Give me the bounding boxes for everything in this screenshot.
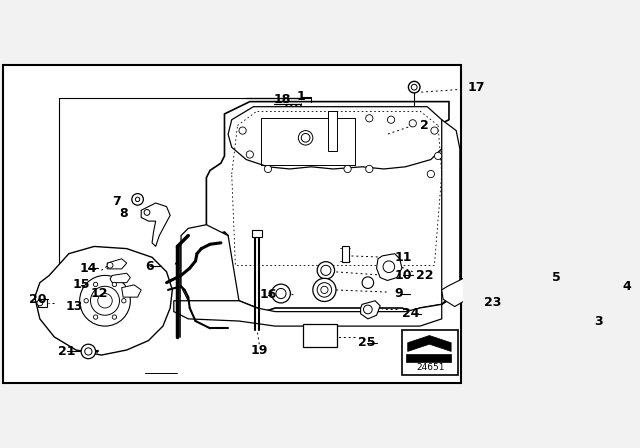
Circle shape bbox=[435, 152, 442, 159]
Text: 8: 8 bbox=[120, 207, 128, 220]
Circle shape bbox=[84, 298, 88, 303]
Circle shape bbox=[136, 197, 140, 202]
Polygon shape bbox=[110, 273, 131, 283]
Circle shape bbox=[428, 170, 435, 178]
Text: 3: 3 bbox=[594, 314, 602, 327]
Polygon shape bbox=[181, 225, 239, 301]
Circle shape bbox=[313, 278, 336, 302]
Bar bbox=[406, 354, 451, 362]
Text: 22: 22 bbox=[417, 269, 434, 282]
Circle shape bbox=[122, 298, 126, 303]
Polygon shape bbox=[360, 301, 380, 319]
Circle shape bbox=[79, 276, 131, 326]
Polygon shape bbox=[141, 203, 170, 246]
Circle shape bbox=[93, 315, 98, 319]
Polygon shape bbox=[408, 336, 451, 351]
Polygon shape bbox=[38, 299, 47, 306]
Circle shape bbox=[365, 165, 373, 172]
Bar bbox=[402, 330, 458, 375]
Polygon shape bbox=[122, 285, 141, 297]
Text: 5: 5 bbox=[552, 271, 561, 284]
Polygon shape bbox=[107, 259, 127, 269]
Circle shape bbox=[383, 261, 395, 272]
Text: 7: 7 bbox=[112, 195, 121, 208]
Circle shape bbox=[112, 315, 116, 319]
Text: 1: 1 bbox=[297, 90, 306, 103]
Circle shape bbox=[264, 165, 271, 172]
Circle shape bbox=[132, 194, 143, 205]
Circle shape bbox=[271, 284, 291, 303]
Circle shape bbox=[364, 305, 372, 314]
Text: 19: 19 bbox=[250, 344, 268, 357]
Text: 16: 16 bbox=[259, 289, 276, 302]
Polygon shape bbox=[174, 301, 442, 326]
Polygon shape bbox=[35, 246, 172, 355]
Bar bbox=[252, 230, 262, 237]
Text: 14: 14 bbox=[79, 262, 97, 275]
Text: 21: 21 bbox=[58, 345, 76, 358]
Circle shape bbox=[98, 293, 112, 308]
Circle shape bbox=[81, 344, 95, 359]
Circle shape bbox=[387, 116, 395, 123]
Text: 24: 24 bbox=[402, 307, 419, 320]
Circle shape bbox=[409, 120, 417, 127]
Circle shape bbox=[344, 165, 351, 172]
Text: 15: 15 bbox=[72, 278, 90, 291]
Circle shape bbox=[37, 300, 43, 306]
Circle shape bbox=[317, 262, 335, 279]
Polygon shape bbox=[228, 107, 445, 169]
Polygon shape bbox=[442, 120, 460, 304]
Text: 9: 9 bbox=[395, 287, 403, 300]
Circle shape bbox=[362, 277, 374, 289]
Text: 2: 2 bbox=[420, 119, 429, 132]
Text: 25: 25 bbox=[358, 336, 376, 349]
Text: 10: 10 bbox=[395, 269, 412, 282]
Circle shape bbox=[412, 84, 417, 90]
Circle shape bbox=[408, 82, 420, 93]
Circle shape bbox=[90, 286, 120, 315]
Circle shape bbox=[93, 282, 98, 287]
Circle shape bbox=[605, 269, 618, 282]
Bar bbox=[303, 324, 337, 347]
Circle shape bbox=[239, 127, 246, 134]
Polygon shape bbox=[206, 102, 460, 312]
Text: 4: 4 bbox=[623, 280, 632, 293]
Text: 17: 17 bbox=[467, 81, 484, 94]
Circle shape bbox=[246, 151, 253, 158]
Circle shape bbox=[84, 348, 92, 355]
Circle shape bbox=[580, 251, 591, 261]
Circle shape bbox=[523, 270, 534, 281]
Bar bbox=[342, 246, 349, 263]
Polygon shape bbox=[442, 278, 470, 306]
Circle shape bbox=[298, 130, 313, 145]
Circle shape bbox=[107, 263, 113, 268]
Circle shape bbox=[144, 210, 150, 215]
Circle shape bbox=[112, 282, 116, 287]
Polygon shape bbox=[376, 254, 402, 280]
Circle shape bbox=[276, 289, 286, 298]
Text: 12: 12 bbox=[90, 287, 108, 300]
Circle shape bbox=[321, 265, 331, 276]
Circle shape bbox=[608, 272, 616, 279]
Bar bbox=[328, 111, 337, 151]
Text: 13: 13 bbox=[65, 300, 83, 313]
Circle shape bbox=[431, 127, 438, 134]
Circle shape bbox=[301, 134, 310, 142]
Circle shape bbox=[317, 283, 332, 297]
Text: 18: 18 bbox=[274, 93, 291, 106]
Text: 11: 11 bbox=[395, 251, 412, 264]
Text: 6: 6 bbox=[145, 259, 154, 272]
Text: 24651: 24651 bbox=[416, 363, 444, 372]
Text: 20: 20 bbox=[29, 293, 47, 306]
Circle shape bbox=[365, 115, 373, 122]
Text: 23: 23 bbox=[484, 296, 501, 309]
Circle shape bbox=[321, 286, 328, 293]
